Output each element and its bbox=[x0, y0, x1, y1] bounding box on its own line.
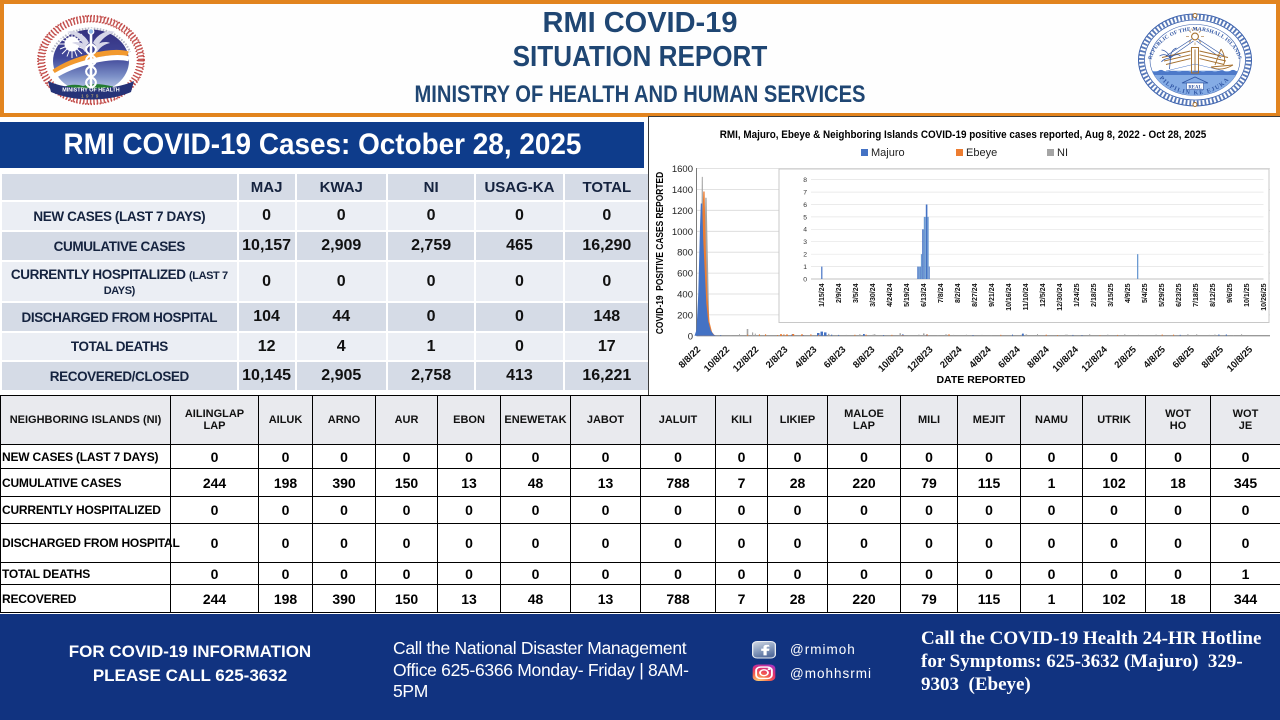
svg-text:1600: 1600 bbox=[672, 164, 693, 175]
svg-text:5/19/24: 5/19/24 bbox=[904, 283, 911, 306]
svg-text:6: 6 bbox=[803, 202, 807, 209]
svg-text:400: 400 bbox=[677, 290, 693, 301]
svg-text:9/6/25: 9/6/25 bbox=[1227, 283, 1234, 303]
svg-text:COVID-19 POSITIVE CASES REPOR: COVID-19 POSITIVE CASES REPORTED bbox=[654, 172, 666, 334]
svg-text:8/2/24: 8/2/24 bbox=[955, 283, 962, 303]
svg-text:NI: NI bbox=[1057, 147, 1068, 159]
svg-text:4/8/25: 4/8/25 bbox=[1141, 344, 1168, 371]
svg-text:12/8/23: 12/8/23 bbox=[905, 344, 935, 374]
svg-text:3/15/25: 3/15/25 bbox=[1108, 283, 1115, 306]
svg-text:8/12/25: 8/12/25 bbox=[1210, 283, 1217, 306]
svg-text:6/8/23: 6/8/23 bbox=[822, 344, 848, 370]
svg-text:2: 2 bbox=[803, 252, 807, 259]
svg-text:MINISTRY OF HEALTH: MINISTRY OF HEALTH bbox=[62, 88, 120, 94]
svg-text:1/24/25: 1/24/25 bbox=[1074, 283, 1081, 306]
svg-text:REAL: REAL bbox=[1188, 85, 1201, 90]
svg-text:8/27/24: 8/27/24 bbox=[972, 283, 979, 306]
svg-text:7: 7 bbox=[803, 190, 807, 197]
svg-text:1200: 1200 bbox=[672, 206, 693, 217]
svg-text:12/30/24: 12/30/24 bbox=[1057, 283, 1064, 310]
svg-text:2/8/24: 2/8/24 bbox=[938, 344, 965, 371]
svg-text:12/8/24: 12/8/24 bbox=[1080, 344, 1111, 375]
svg-text:10/8/22: 10/8/22 bbox=[702, 344, 732, 374]
svg-text:12/8/22: 12/8/22 bbox=[731, 344, 761, 374]
svg-text:10/16/24: 10/16/24 bbox=[1006, 283, 1013, 310]
svg-text:Ebeye: Ebeye bbox=[966, 147, 997, 159]
svg-text:RMI, Majuro, Ebeye & Neighbori: RMI, Majuro, Ebeye & Neighboring Islands… bbox=[720, 130, 1207, 142]
svg-text:5/29/25: 5/29/25 bbox=[1159, 283, 1166, 306]
svg-text:3/30/24: 3/30/24 bbox=[870, 283, 877, 306]
svg-text:2/18/25: 2/18/25 bbox=[1091, 283, 1098, 306]
svg-text:2/9/24: 2/9/24 bbox=[836, 283, 843, 303]
svg-text:10/1/25: 10/1/25 bbox=[1244, 283, 1251, 306]
svg-text:5: 5 bbox=[803, 214, 807, 221]
svg-text:11/10/24: 11/10/24 bbox=[1023, 283, 1030, 310]
svg-text:4/24/24: 4/24/24 bbox=[887, 283, 894, 306]
svg-text:1: 1 bbox=[803, 264, 807, 271]
svg-text:DATE REPORTED: DATE REPORTED bbox=[936, 374, 1025, 386]
svg-text:10/8/23: 10/8/23 bbox=[876, 344, 906, 374]
svg-text:200: 200 bbox=[677, 310, 693, 321]
svg-text:2/8/25: 2/8/25 bbox=[1112, 344, 1139, 371]
svg-text:7/8/24: 7/8/24 bbox=[938, 283, 945, 303]
svg-text:800: 800 bbox=[677, 248, 693, 259]
svg-text:0: 0 bbox=[688, 331, 693, 342]
svg-text:4/8/24: 4/8/24 bbox=[967, 344, 994, 371]
svg-text:6/8/24: 6/8/24 bbox=[996, 344, 1023, 371]
svg-text:12/5/24: 12/5/24 bbox=[1040, 283, 1047, 306]
svg-text:2/8/23: 2/8/23 bbox=[764, 344, 790, 370]
svg-text:5/4/25: 5/4/25 bbox=[1142, 283, 1149, 303]
svg-text:10/26/25: 10/26/25 bbox=[1261, 283, 1268, 310]
svg-text:9/21/24: 9/21/24 bbox=[989, 283, 996, 306]
svg-text:8/8/23: 8/8/23 bbox=[851, 344, 877, 370]
svg-text:6/23/25: 6/23/25 bbox=[1176, 283, 1183, 306]
svg-text:10/8/24: 10/8/24 bbox=[1051, 344, 1082, 375]
svg-text:3: 3 bbox=[803, 239, 807, 246]
svg-text:1000: 1000 bbox=[672, 227, 693, 238]
svg-text:4/8/23: 4/8/23 bbox=[793, 344, 819, 370]
svg-text:7/18/25: 7/18/25 bbox=[1193, 283, 1200, 306]
svg-text:1400: 1400 bbox=[672, 185, 693, 196]
svg-text:1979: 1979 bbox=[81, 94, 101, 99]
svg-text:3/5/24: 3/5/24 bbox=[853, 283, 860, 303]
svg-text:8/8/22: 8/8/22 bbox=[677, 344, 703, 370]
svg-text:8/8/24: 8/8/24 bbox=[1025, 344, 1052, 371]
svg-text:6/8/25: 6/8/25 bbox=[1171, 344, 1198, 371]
svg-text:4: 4 bbox=[803, 227, 807, 234]
svg-text:0: 0 bbox=[803, 276, 807, 283]
svg-text:8/8/25: 8/8/25 bbox=[1200, 344, 1227, 371]
svg-text:6/13/24: 6/13/24 bbox=[921, 283, 928, 306]
svg-text:4/9/25: 4/9/25 bbox=[1125, 283, 1132, 303]
svg-text:600: 600 bbox=[677, 269, 693, 280]
svg-text:8: 8 bbox=[803, 177, 807, 184]
svg-text:10/8/25: 10/8/25 bbox=[1225, 344, 1256, 375]
svg-text:Majuro: Majuro bbox=[871, 147, 905, 159]
svg-text:1/15/24: 1/15/24 bbox=[819, 283, 826, 306]
